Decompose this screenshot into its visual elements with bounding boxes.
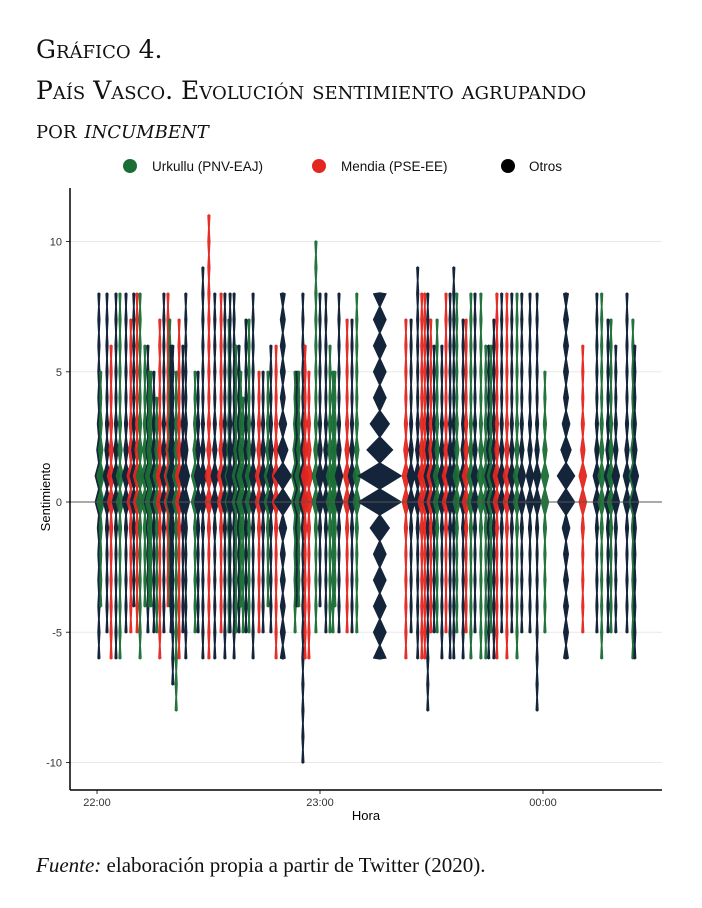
violin-otros xyxy=(497,292,507,634)
y-tick-label: 5 xyxy=(56,367,62,379)
axes: -10 -5 0 5 10 22:00 23:00 00:00 xyxy=(46,188,662,809)
violin-urkullu xyxy=(294,370,304,608)
title-line-1: Gráfico 4. xyxy=(36,35,162,64)
violin-otros xyxy=(470,292,480,634)
violin-otros xyxy=(166,344,176,634)
violin-urkullu xyxy=(606,318,616,634)
violin-urkullu xyxy=(135,292,145,660)
violin-otros xyxy=(592,292,602,634)
legend-item-urkullu: Urkullu (PNV-EAJ) xyxy=(123,159,263,174)
legend-item-mendia: Mendia (PSE-EE) xyxy=(312,159,448,174)
violin-urkullu xyxy=(171,370,181,712)
violin-urkullu xyxy=(512,292,522,660)
violin-otros xyxy=(458,318,468,660)
violin-otros xyxy=(102,292,112,634)
violin-otros xyxy=(248,292,258,660)
violin-mendia xyxy=(174,318,184,660)
violin-mendia xyxy=(304,370,314,660)
violin-otros xyxy=(517,292,527,634)
x-tick-label: 23:00 xyxy=(306,797,334,809)
violin-otros xyxy=(611,344,621,634)
violin-otros xyxy=(429,344,439,634)
violin-urkullu xyxy=(476,292,486,660)
y-axis-label: Sentimiento xyxy=(38,463,53,532)
legend-key-urkullu xyxy=(123,159,137,173)
x-tick-label: 00:00 xyxy=(529,797,557,809)
y-tick-label: 10 xyxy=(50,237,62,249)
title-prefix: por xyxy=(36,115,84,144)
violin-mendia xyxy=(204,214,214,660)
x-axis-label: Hora xyxy=(352,808,381,823)
violin-otros xyxy=(210,292,220,660)
violin-otros xyxy=(273,292,293,660)
violin-urkullu xyxy=(486,344,496,634)
violin-mendia xyxy=(502,292,512,660)
violin-otros xyxy=(321,292,331,634)
violin-urkullu xyxy=(115,292,125,660)
violin-mendia xyxy=(155,318,165,660)
violin-urkullu xyxy=(330,370,340,608)
violin-otros xyxy=(525,292,535,634)
title-italic: incumbent xyxy=(83,115,210,144)
violin-urkullu xyxy=(325,344,335,634)
legend-key-mendia xyxy=(312,159,326,173)
violin-otros xyxy=(357,292,403,660)
violin-urkullu xyxy=(152,396,162,634)
violin-urkullu xyxy=(597,292,607,660)
violin-otros xyxy=(159,292,169,634)
legend-label-mendia: Mendia (PSE-EE) xyxy=(341,159,448,174)
violin-mendia xyxy=(216,292,226,634)
y-tick-label: -5 xyxy=(52,627,62,639)
violin-otros xyxy=(198,266,208,660)
legend-label-urkullu: Urkullu (PNV-EAJ) xyxy=(152,159,263,174)
violin-urkullu xyxy=(96,370,106,608)
violin-otros xyxy=(556,292,576,660)
legend-label-otros: Otros xyxy=(529,159,562,174)
violin-otros xyxy=(489,318,499,660)
y-tick-label: -10 xyxy=(46,758,62,770)
violin-otros xyxy=(121,292,131,634)
violin-otros xyxy=(406,318,416,634)
title-line-2: País Vasco. Evolución sentimiento agrupa… xyxy=(36,76,586,105)
y-tick-label: 0 xyxy=(56,497,62,509)
violin-mendia xyxy=(492,292,502,660)
violin-urkullu xyxy=(432,318,442,634)
violin-otros xyxy=(178,344,188,634)
violin-otros xyxy=(266,344,276,634)
violin-otros xyxy=(181,292,191,660)
violin-urkullu xyxy=(238,396,248,634)
violin-otros xyxy=(334,292,344,634)
x-tick-label: 22:00 xyxy=(83,797,111,809)
source-label: Fuente: xyxy=(35,853,101,877)
violin-otros xyxy=(507,292,517,634)
violin-mendia xyxy=(342,318,352,634)
violin-urkullu xyxy=(231,344,241,634)
violin-otros xyxy=(168,344,178,686)
violin-urkullu xyxy=(452,292,462,634)
source-note: Fuente: elaboración propia a partir de T… xyxy=(35,853,485,877)
legend: Urkullu (PNV-EAJ) Mendia (PSE-EE) Otros xyxy=(123,159,562,174)
violin-otros xyxy=(234,344,244,634)
violin-otros xyxy=(622,292,632,634)
violin-urkullu xyxy=(311,240,321,634)
source-text: elaboración propia a partir de Twitter (… xyxy=(101,853,485,877)
violin-mendia xyxy=(578,344,588,634)
legend-item-otros: Otros xyxy=(501,159,562,174)
violin-mendia xyxy=(401,318,411,660)
violin-mendia xyxy=(461,318,471,634)
violin-otros xyxy=(347,318,357,634)
title-line-3: por incumbent xyxy=(36,115,211,144)
violins xyxy=(94,214,640,764)
violin-mendia xyxy=(441,292,451,634)
legend-key-otros xyxy=(501,159,515,173)
violin-urkullu xyxy=(352,292,362,634)
violin-otros xyxy=(413,266,423,660)
violin-otros xyxy=(225,292,235,634)
